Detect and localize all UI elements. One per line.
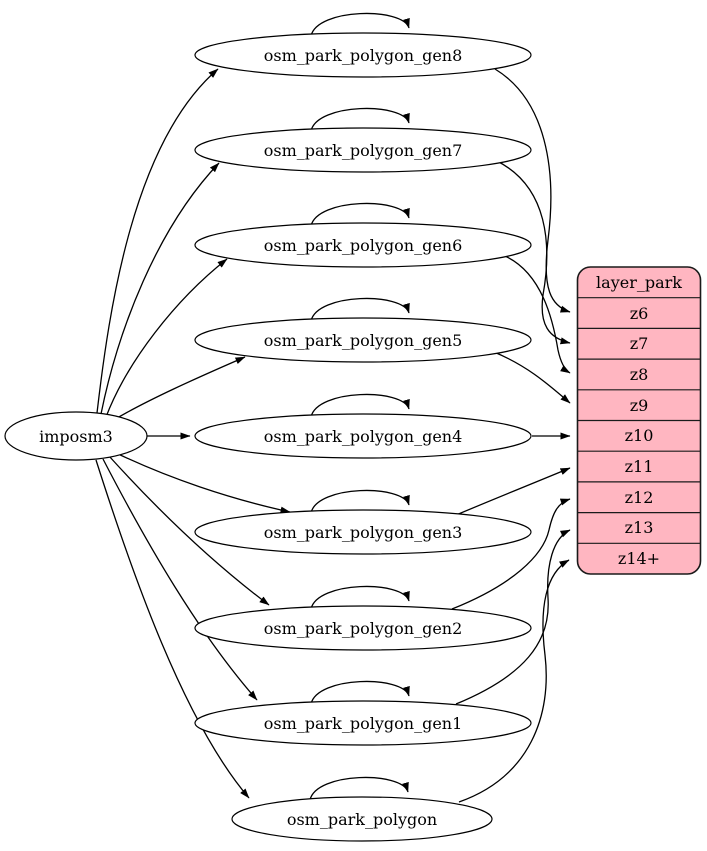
imposm3-label: imposm3 bbox=[39, 427, 113, 446]
edge-gen8-z6 bbox=[494, 68, 571, 313]
gen2-ellipse bbox=[194, 605, 532, 651]
row-z9: z9 bbox=[630, 396, 649, 415]
gen1-label: osm_park_polygon_gen1 bbox=[264, 714, 463, 733]
imposm3-ellipse bbox=[4, 411, 148, 461]
edges-from-imposm3 bbox=[95, 68, 291, 799]
row-z10: z10 bbox=[625, 426, 654, 445]
gen1-ellipse bbox=[194, 700, 532, 746]
self-loops bbox=[309, 12, 410, 801]
polygon-ellipse bbox=[231, 796, 493, 842]
edge-gen1-z13 bbox=[455, 529, 571, 705]
gen7-label: osm_park_polygon_gen7 bbox=[264, 141, 463, 160]
node-osm-park-polygon-gen3: osm_park_polygon_gen3 bbox=[194, 509, 532, 555]
edge-gen5-z9 bbox=[493, 351, 571, 404]
gen2-label: osm_park_polygon_gen2 bbox=[264, 619, 463, 638]
gen6-ellipse bbox=[194, 222, 532, 268]
layer-park-table: layer_park z6 z7 z8 z9 z10 z11 z12 z13 z… bbox=[576, 266, 702, 575]
edge-imposm3-gen8 bbox=[96, 68, 219, 414]
node-osm-park-polygon-gen2: osm_park_polygon_gen2 bbox=[194, 605, 532, 651]
edge-imposm3-gen2 bbox=[108, 455, 270, 606]
edge-imposm3-gen3 bbox=[113, 451, 291, 514]
row-z12: z12 bbox=[625, 488, 654, 507]
gen8-label: osm_park_polygon_gen8 bbox=[264, 46, 463, 65]
row-z7: z7 bbox=[630, 334, 649, 353]
edge-gen6-z8 bbox=[504, 255, 571, 374]
edge-polygon-z14 bbox=[458, 559, 570, 803]
gen3-label: osm_park_polygon_gen3 bbox=[264, 523, 463, 542]
edge-imposm3-gen6 bbox=[105, 258, 228, 418]
row-z13: z13 bbox=[625, 518, 654, 537]
row-z14: z14+ bbox=[618, 549, 660, 568]
self-loop-gen3 bbox=[310, 489, 410, 514]
self-loop-polygon bbox=[309, 776, 409, 801]
node-imposm3: imposm3 bbox=[4, 411, 148, 461]
gen6-label: osm_park_polygon_gen6 bbox=[264, 236, 463, 255]
edge-imposm3-gen1 bbox=[102, 458, 258, 701]
layer-park-title: layer_park bbox=[596, 273, 682, 292]
edge-imposm3-gen7 bbox=[100, 162, 220, 415]
row-z8: z8 bbox=[630, 365, 649, 384]
self-loop-gen1 bbox=[310, 680, 410, 705]
gen5-label: osm_park_polygon_gen5 bbox=[264, 331, 463, 350]
gen3-ellipse bbox=[194, 509, 532, 555]
gen4-label: osm_park_polygon_gen4 bbox=[264, 427, 463, 446]
node-osm-park-polygon-gen5: osm_park_polygon_gen5 bbox=[194, 317, 532, 363]
row-z6: z6 bbox=[630, 304, 649, 323]
edges-to-layer-park bbox=[448, 68, 571, 803]
node-osm-park-polygon-gen4: osm_park_polygon_gen4 bbox=[194, 413, 532, 459]
gen5-ellipse bbox=[194, 317, 532, 363]
self-loop-gen6 bbox=[310, 202, 410, 227]
self-loop-gen8 bbox=[310, 12, 410, 37]
self-loop-gen7 bbox=[310, 107, 410, 132]
self-loop-gen2 bbox=[310, 585, 410, 610]
gen7-ellipse bbox=[194, 127, 532, 173]
node-osm-park-polygon-gen1: osm_park_polygon_gen1 bbox=[194, 700, 532, 746]
edge-gen7-z7 bbox=[496, 160, 571, 345]
edge-gen3-z11 bbox=[448, 467, 571, 519]
node-osm-park-polygon-gen6: osm_park_polygon_gen6 bbox=[194, 222, 532, 268]
node-osm-park-polygon-gen7: osm_park_polygon_gen7 bbox=[194, 127, 532, 173]
node-osm-park-polygon-gen8: osm_park_polygon_gen8 bbox=[194, 32, 532, 78]
self-loop-gen5 bbox=[310, 297, 410, 322]
edge-gen2-z12 bbox=[451, 498, 571, 610]
self-loop-gen4 bbox=[310, 393, 410, 418]
edge-imposm3-gen5 bbox=[111, 356, 246, 422]
row-z11: z11 bbox=[625, 457, 654, 476]
gen8-ellipse bbox=[194, 32, 532, 78]
node-osm-park-polygon: osm_park_polygon bbox=[231, 796, 493, 842]
polygon-label: osm_park_polygon bbox=[287, 810, 437, 829]
edge-imposm3-polygon bbox=[95, 459, 250, 799]
gen4-ellipse bbox=[194, 413, 532, 459]
